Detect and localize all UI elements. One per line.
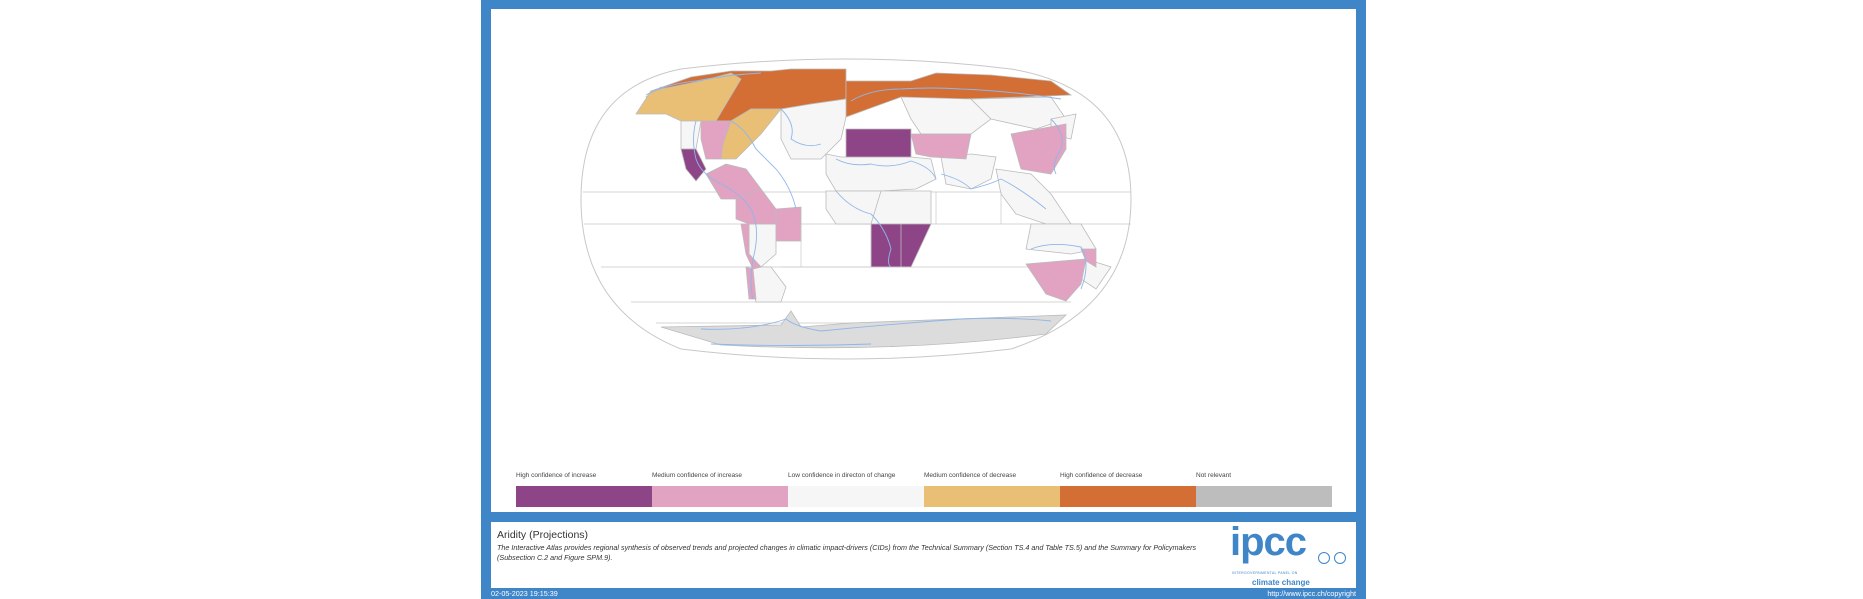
legend-label: Medium confidence of decrease <box>924 472 1017 479</box>
legend-swatch <box>1060 486 1196 507</box>
legend-item: Not relevant <box>1196 472 1332 507</box>
legend-swatch <box>924 486 1060 507</box>
region-eaf <box>870 190 932 225</box>
region-med-high <box>845 128 912 158</box>
region-sam <box>740 223 762 270</box>
legend-item: High confidence of increase <box>516 472 652 507</box>
legend-label: High confidence of decrease <box>1060 472 1143 479</box>
region-nwn-west <box>635 72 742 122</box>
unep-emblem-icon <box>1334 552 1346 564</box>
map-title: Aridity (Projections) <box>497 529 589 541</box>
map-description: The Interactive Atlas provides regional … <box>497 543 1197 562</box>
region-wce <box>910 133 972 160</box>
region-sas <box>940 153 997 190</box>
atlas-frame: High confidence of increase Medium confid… <box>481 0 1366 599</box>
region-antarctica <box>660 310 1068 349</box>
logo-subtitle: climate change <box>1252 578 1310 587</box>
legend-item: Low confidence in directon of change <box>788 472 924 507</box>
map-panel: High confidence of increase Medium confid… <box>491 9 1356 512</box>
region-eau2 <box>1080 248 1097 268</box>
region-borders <box>781 192 1002 268</box>
region-wna <box>680 148 707 182</box>
region-eau <box>1025 258 1087 302</box>
legend-item: Medium confidence of decrease <box>924 472 1060 507</box>
legend-label: High confidence of increase <box>516 472 597 479</box>
region-greenland <box>780 98 847 160</box>
legend-label: Not relevant <box>1196 472 1232 479</box>
legend-swatch <box>652 486 788 507</box>
legend-swatch <box>788 486 924 507</box>
logo-subtitle-small: INTERGOVERNMENTAL PANEL ON <box>1232 571 1298 575</box>
info-panel: Aridity (Projections) The Interactive At… <box>491 520 1356 588</box>
legend-item: Medium confidence of increase <box>652 472 788 507</box>
legend-label: Medium confidence of increase <box>652 472 742 479</box>
region-nas <box>845 72 1073 118</box>
region-nwsa <box>775 206 802 242</box>
timestamp: 02-05-2023 19:15:39 <box>491 589 558 598</box>
logo-text: ipcc <box>1230 520 1307 564</box>
legend-swatch <box>1196 486 1332 507</box>
legend: High confidence of increase Medium confid… <box>516 472 1332 512</box>
ipcc-logo[interactable]: ipcc INTERGOVERNMENTAL PANEL ON climate … <box>1230 520 1348 587</box>
region-med <box>825 153 937 192</box>
wmo-emblem-icon <box>1318 552 1330 564</box>
copyright-link[interactable]: http://www.ipcc.ch/copyright <box>1267 589 1356 598</box>
coastlines <box>645 72 1087 346</box>
world-map[interactable] <box>491 9 1356 464</box>
legend-item: High confidence of decrease <box>1060 472 1196 507</box>
legend-label: Low confidence in directon of change <box>788 472 896 479</box>
legend-swatch <box>516 486 652 507</box>
